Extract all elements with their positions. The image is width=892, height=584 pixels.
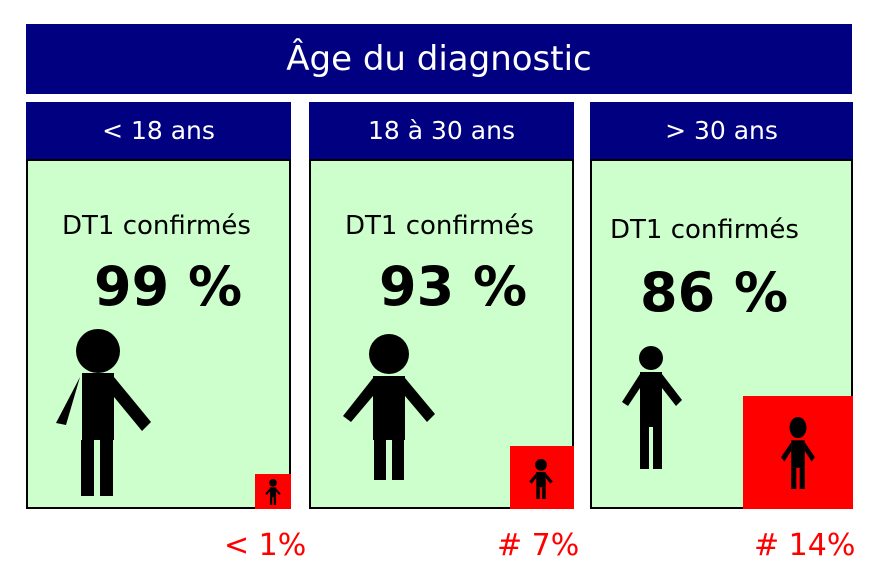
minority-percentage: # 7%	[497, 528, 580, 563]
group-panel-under-18: DT1 confirmés 99 %	[26, 159, 291, 509]
minority-percentage: # 14%	[754, 528, 856, 563]
group-panel-over-30: DT1 confirmés 86 %	[590, 159, 853, 509]
small-person-icon	[265, 479, 281, 505]
group-caption: DT1 confirmés	[62, 211, 251, 241]
group-label: < 18 ans	[102, 116, 215, 145]
group-caption: DT1 confirmés	[610, 215, 799, 245]
group-percentage: 99 %	[94, 255, 243, 318]
person-icon	[56, 329, 151, 496]
group-label: > 30 ans	[665, 116, 778, 145]
group-panel-18-30: DT1 confirmés 93 %	[309, 159, 574, 509]
person-icon	[622, 346, 682, 469]
minority-percentage: < 1%	[224, 528, 307, 563]
chart-title: Âge du diagnostic	[286, 39, 592, 79]
person-icon	[343, 334, 435, 480]
group-header-18-30: 18 à 30 ans	[309, 102, 574, 159]
group-label: 18 à 30 ans	[368, 116, 515, 145]
title-banner: Âge du diagnostic	[26, 24, 852, 94]
group-header-under-18: < 18 ans	[26, 102, 291, 159]
small-person-icon	[529, 459, 553, 499]
group-percentage: 93 %	[379, 255, 528, 318]
small-person-icon	[781, 417, 815, 489]
group-header-over-30: > 30 ans	[590, 102, 853, 159]
group-caption: DT1 confirmés	[345, 211, 534, 241]
group-percentage: 86 %	[640, 261, 789, 324]
